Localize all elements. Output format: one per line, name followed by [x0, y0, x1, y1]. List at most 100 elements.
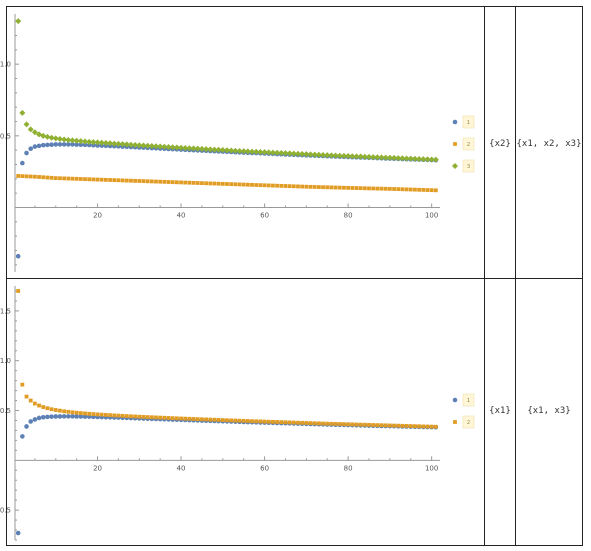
data-point [262, 183, 267, 188]
data-point [321, 421, 325, 426]
data-point [195, 181, 200, 185]
data-point [62, 176, 67, 181]
data-point [165, 143, 172, 150]
data-point [41, 405, 46, 409]
legend-label: 1 [467, 120, 471, 126]
data-point [99, 177, 104, 182]
legend-entry-2: 2 [453, 137, 475, 151]
data-point [204, 417, 209, 422]
data-point [308, 184, 313, 189]
data-point [220, 418, 225, 422]
data-point [173, 144, 180, 151]
data-point [215, 146, 222, 153]
data-point [211, 146, 218, 153]
legend-label: 2 [467, 420, 471, 426]
data-point [183, 180, 188, 185]
data-point [69, 137, 76, 144]
x-tick-label: 100 [425, 212, 438, 220]
data-point [425, 424, 430, 429]
data-point [261, 149, 268, 156]
data-point [45, 406, 50, 411]
data-point [328, 152, 335, 159]
x-tick-label: 60 [260, 464, 269, 472]
data-point [375, 423, 380, 427]
data-point [233, 182, 238, 187]
data-point [316, 421, 321, 426]
data-point [262, 419, 267, 424]
data-point [399, 155, 406, 162]
data-point [249, 148, 256, 155]
data-point [91, 142, 96, 148]
x-tick-label: 100 [425, 464, 438, 472]
data-point [212, 417, 217, 422]
data-point [16, 289, 21, 293]
data-point [312, 421, 317, 426]
data-point [166, 180, 171, 184]
data-point [15, 530, 21, 536]
data-point [116, 413, 121, 418]
data-point [82, 142, 88, 148]
data-point [312, 185, 317, 189]
data-point [375, 186, 380, 191]
data-point [382, 154, 389, 161]
data-point [207, 146, 214, 153]
data-point [112, 178, 117, 183]
data-point [116, 178, 121, 183]
data-point [178, 144, 185, 151]
data-point [216, 418, 221, 422]
data-point [400, 187, 405, 192]
data-point [186, 145, 193, 152]
data-point [66, 409, 71, 414]
data-point [32, 417, 38, 422]
data-point [236, 147, 243, 154]
data-point [304, 421, 309, 425]
data-point [70, 142, 75, 147]
data-point [61, 142, 67, 147]
data-point [57, 142, 63, 147]
data-point [78, 411, 83, 415]
data-point [396, 187, 401, 192]
data-point [244, 148, 251, 155]
data-point [432, 156, 439, 163]
data-point [241, 418, 246, 423]
data-point [70, 414, 75, 419]
data-point [124, 178, 129, 183]
data-point [37, 175, 41, 179]
data-point [224, 147, 230, 154]
data-point [123, 141, 130, 148]
data-point [345, 153, 352, 160]
data-point [225, 418, 229, 423]
data-point [24, 150, 29, 156]
x-tick-label: 80 [344, 212, 353, 220]
data-point [254, 183, 259, 187]
data-point [413, 424, 417, 429]
legend-entry-2: 2 [453, 415, 475, 429]
data-point [108, 413, 112, 418]
data-point [287, 184, 292, 189]
data-point [271, 419, 275, 424]
data-point [32, 174, 37, 179]
data-point [74, 410, 79, 415]
data-point [198, 145, 205, 152]
data-point [91, 177, 96, 182]
data-point [386, 154, 393, 161]
data-point [291, 184, 296, 189]
data-point [77, 138, 84, 145]
data-point [269, 149, 276, 156]
scatter-plot-top: 20 40 60 80 100 0.5 1.0 1 2 3 [0, 14, 475, 272]
legend-marker [453, 420, 457, 424]
data-point [111, 140, 118, 147]
data-point [320, 151, 327, 158]
data-point [299, 150, 306, 157]
data-point [78, 177, 83, 181]
data-point [145, 415, 150, 419]
data-point [325, 421, 330, 426]
data-point [336, 152, 343, 159]
data-point [258, 183, 263, 188]
data-point [162, 415, 167, 420]
data-point [115, 140, 122, 147]
data-point [203, 146, 210, 153]
data-point [404, 187, 409, 192]
data-point [153, 143, 159, 150]
data-point [70, 176, 75, 181]
